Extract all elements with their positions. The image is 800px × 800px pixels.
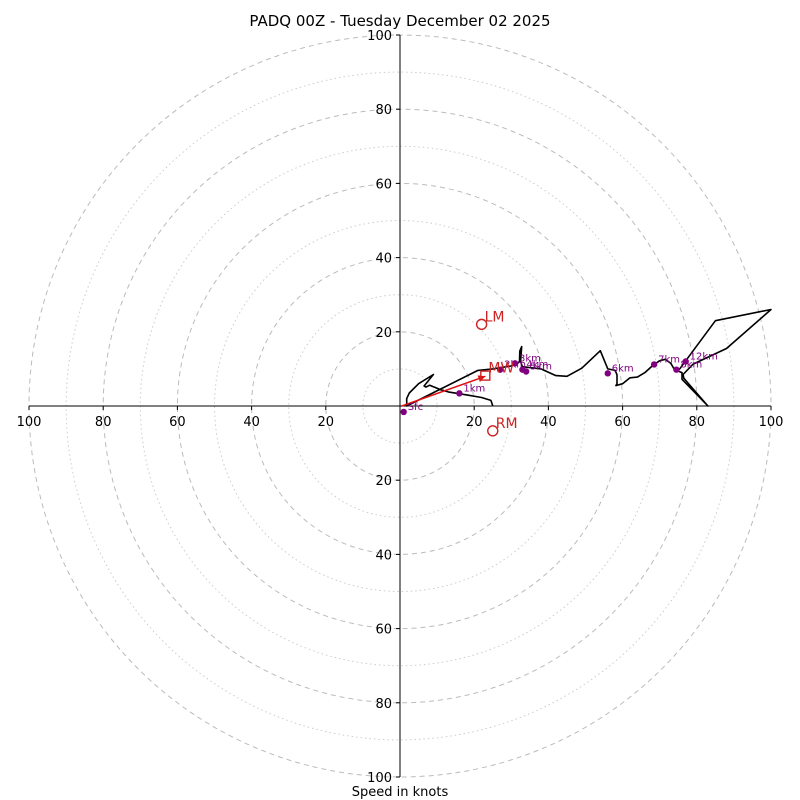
y-tick-label: 80: [375, 697, 392, 712]
mean-wind-marker: [480, 370, 491, 381]
km-label-8km: 8km: [680, 360, 702, 371]
km-point-5km: [522, 368, 530, 375]
storm-motion-markers: LM MW RM: [475, 309, 518, 437]
mw-marker-label: MW: [488, 361, 514, 377]
hodograph-line: [405, 308, 772, 407]
km-point-8km: [673, 366, 680, 373]
km-label-Sfc: Sfc: [408, 402, 423, 413]
km-point-2km: [496, 366, 504, 373]
y-tick-label: 20: [375, 326, 392, 341]
y-tick-label: 60: [375, 623, 392, 638]
x-tick-label: 40: [243, 415, 260, 430]
x-tick-label: 20: [466, 415, 483, 430]
chart-title: PADQ 00Z - Tuesday December 02 2025: [249, 12, 550, 30]
km-point-1km: [456, 390, 463, 397]
y-tick-label: 40: [375, 252, 392, 267]
lm-marker: [475, 318, 488, 331]
km-point-6km: [604, 370, 611, 377]
tick-labels: 100 80 60 40 20 20 40 60 80 100 100 80 60 40 20 20 40 60 8…: [17, 29, 784, 786]
km-label-3km: 3km: [519, 353, 541, 364]
y-tick-label: 60: [375, 177, 392, 192]
km-label-12km: 12km: [690, 351, 718, 362]
rm-marker: [487, 425, 499, 437]
km-point-12km: [682, 358, 689, 365]
x-axis-label: Speed in knots: [352, 785, 449, 800]
x-tick-label: 20: [318, 415, 335, 430]
y-tick-label: 40: [375, 548, 392, 563]
y-tick-label: 80: [375, 103, 392, 118]
x-tick-label: 80: [95, 415, 112, 430]
x-tick-label: 80: [689, 415, 706, 430]
km-label-5km: 5km: [530, 361, 552, 372]
km-label-1km: 1km: [463, 383, 485, 394]
x-tick-label: 100: [17, 415, 42, 430]
km-label-6km: 6km: [612, 363, 634, 374]
km-point-Sfc: [400, 408, 407, 416]
x-tick-label: 60: [614, 415, 631, 430]
x-tick-label: 60: [169, 415, 186, 430]
height-points: Sfc1km2km3km4km5km6km7km8km12km: [400, 351, 718, 416]
km-label-4km: 4km: [526, 360, 548, 371]
axes: [29, 35, 771, 777]
y-tick-label: 100: [367, 29, 392, 44]
y-tick-label: 100: [367, 771, 392, 786]
y-tick-label: 20: [375, 474, 392, 489]
x-tick-label: 40: [540, 415, 557, 430]
lm-marker-label: LM: [485, 309, 505, 325]
km-point-3km: [511, 360, 519, 367]
rm-marker-label: RM: [496, 416, 518, 432]
x-tick-label: 100: [759, 415, 784, 430]
km-label-7km: 7km: [658, 354, 680, 365]
shear-vector: [401, 375, 486, 407]
hodograph-trace-group: [405, 308, 772, 407]
km-point-7km: [650, 361, 658, 368]
